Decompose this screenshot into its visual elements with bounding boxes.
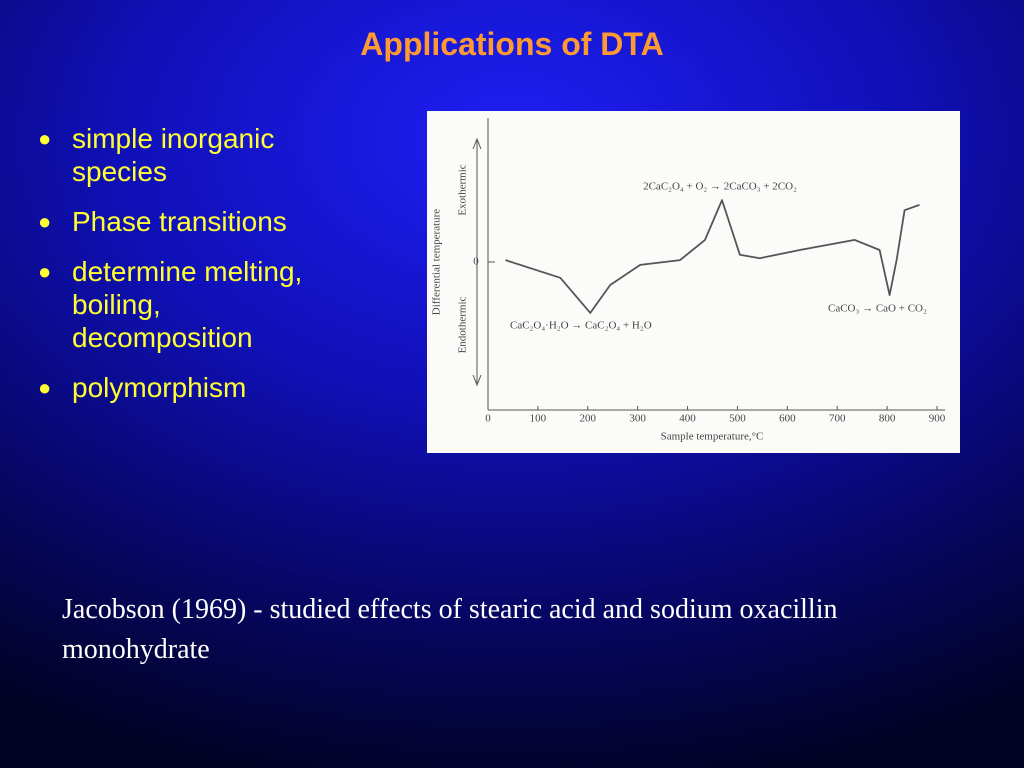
x-axis-label: Sample temperature,°C xyxy=(661,431,764,443)
x-tick-label: 600 xyxy=(779,413,796,425)
x-tick-label: 300 xyxy=(629,413,646,425)
x-tick-label: 200 xyxy=(580,413,597,425)
caption: Jacobson (1969) - studied effects of ste… xyxy=(62,594,838,665)
slide-title: Applications of DTA xyxy=(360,26,664,62)
x-tick-label: 900 xyxy=(929,413,946,425)
x-tick-label: 800 xyxy=(879,413,896,425)
x-tick-label: 500 xyxy=(729,413,746,425)
y-tick-label: 0 xyxy=(473,256,479,268)
chart: 0 100 200 300 400 500 600 700 800 900 0 Sample temp… xyxy=(427,111,960,453)
annotation: Exothermic xyxy=(457,164,469,215)
annotation: CaCO₃ → CaO + CO₂ xyxy=(828,303,927,315)
annotation: CaC₂O₄·H₂O → CaC₂O₄ + H₂O xyxy=(510,320,652,332)
x-tick-label: 400 xyxy=(679,413,696,425)
annotation: Endothermic xyxy=(457,296,469,353)
data-line xyxy=(505,199,920,314)
bullet: simple inorganic species xyxy=(34,122,334,188)
x-tick-label: 0 xyxy=(485,413,491,425)
bullet-list: simple inorganic species Phase transitio… xyxy=(34,122,334,421)
x-tick-label: 700 xyxy=(829,413,846,425)
arrow-heads xyxy=(472,137,482,387)
bullet: Phase transitions xyxy=(34,205,334,238)
bullet: polymorphism xyxy=(34,371,334,404)
x-tick-label: 100 xyxy=(530,413,547,425)
y-axis-label: Differential temperature xyxy=(431,209,443,315)
bullet: determine melting, boiling, decompositio… xyxy=(34,255,334,354)
annotation: 2CaC₂O₄ + O₂ → 2CaCO₃ + 2CO₂ xyxy=(643,181,797,193)
